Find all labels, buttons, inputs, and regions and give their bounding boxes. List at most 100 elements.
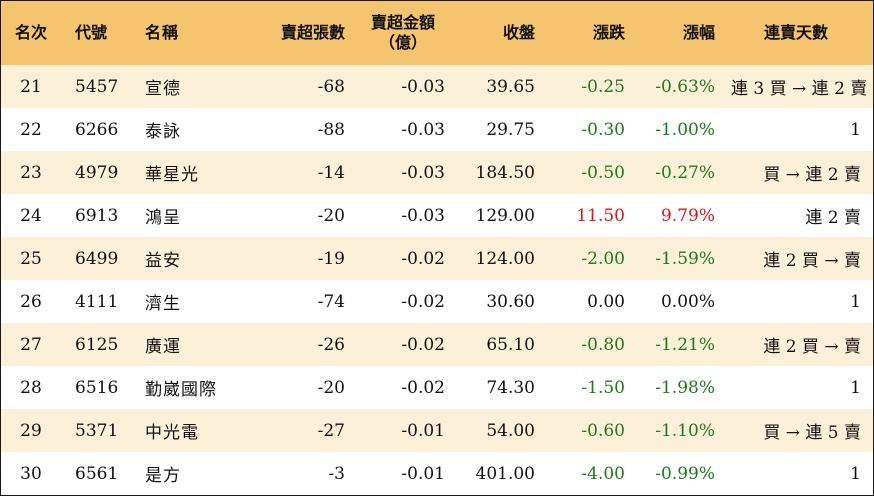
- cell-change-pct: -1.00%: [655, 119, 715, 140]
- cell-code: 4979: [75, 162, 119, 183]
- cell-net-sell-amount: -0.01: [401, 420, 445, 441]
- cell-streak: 1: [850, 377, 861, 398]
- cell-name: 益安: [145, 251, 181, 271]
- cell-streak: 1: [850, 119, 861, 140]
- header-row: 名次 代號 名稱 賣超張數 賣超金額 （億） 收盤 漲跌 漲幅 連賣天數: [1, 1, 873, 65]
- cell-code: 5371: [75, 420, 119, 441]
- header-rank: 名次: [14, 23, 47, 42]
- cell-close: 39.65: [486, 76, 535, 97]
- cell-net-sell-amount: -0.03: [401, 205, 445, 226]
- cell-change-pct: -0.63%: [655, 76, 715, 97]
- table-row: 26 4111 濟生 -74 -0.02 30.60 0.00 0.00% 1: [1, 280, 873, 323]
- cell-streak: 1: [850, 291, 861, 312]
- cell-close: 129.00: [475, 205, 535, 226]
- cell-net-sell-volume: -20: [317, 377, 345, 398]
- header-name: 名稱: [145, 23, 180, 42]
- cell-close: 54.00: [486, 420, 535, 441]
- cell-close: 74.30: [486, 377, 535, 398]
- cell-change-pct: 0.00%: [660, 291, 715, 312]
- cell-change: -0.50: [581, 162, 625, 183]
- cell-net-sell-amount: -0.01: [401, 463, 445, 484]
- cell-net-sell-volume: -14: [317, 162, 345, 183]
- table-row: 30 6561 是方 -3 -0.01 401.00 -4.00 -0.99% 1: [1, 452, 873, 495]
- cell-change: 11.50: [576, 205, 625, 226]
- cell-change: -0.25: [581, 76, 625, 97]
- cell-change: -0.30: [581, 119, 625, 140]
- cell-code: 6499: [75, 248, 119, 269]
- cell-net-sell-volume: -74: [317, 291, 345, 312]
- cell-rank: 28: [20, 377, 42, 398]
- cell-change-pct: -0.27%: [655, 162, 715, 183]
- header-net-sell-amount: 賣超金額 （億）: [353, 1, 453, 65]
- cell-name: 濟生: [145, 294, 181, 314]
- cell-change: -4.00: [581, 463, 625, 484]
- cell-change-pct: -0.99%: [655, 463, 715, 484]
- cell-rank: 29: [20, 420, 42, 441]
- table-row: 21 5457 宣德 -68 -0.03 39.65 -0.25 -0.63% 連 3 買 → …: [1, 65, 873, 108]
- cell-streak: 1: [850, 463, 861, 484]
- cell-net-sell-amount: -0.03: [401, 76, 445, 97]
- cell-net-sell-volume: -20: [317, 205, 345, 226]
- cell-streak: 連 2 買 → 賣: [763, 337, 861, 357]
- cell-net-sell-volume: -27: [317, 420, 345, 441]
- cell-code: 6516: [75, 377, 119, 398]
- cell-name: 是方: [145, 466, 181, 486]
- cell-rank: 23: [20, 162, 42, 183]
- cell-close: 184.50: [475, 162, 535, 183]
- cell-change-pct: -1.98%: [655, 377, 715, 398]
- cell-net-sell-volume: -88: [317, 119, 345, 140]
- cell-name: 泰詠: [145, 122, 181, 142]
- cell-net-sell-volume: -19: [317, 248, 345, 269]
- table-row: 25 6499 益安 -19 -0.02 124.00 -2.00 -1.59% 連 2 買 →…: [1, 237, 873, 280]
- header-streak: 連賣天數: [763, 23, 828, 42]
- table-row: 22 6266 泰詠 -88 -0.03 29.75 -0.30 -1.00% 1: [1, 108, 873, 151]
- cell-rank: 25: [20, 248, 42, 269]
- cell-net-sell-amount: -0.02: [401, 377, 445, 398]
- header-change-pct: 漲幅: [682, 23, 715, 42]
- cell-code: 6125: [75, 334, 119, 355]
- table-row: 24 6913 鴻呈 -20 -0.03 129.00 11.50 9.79% 連 2 賣: [1, 194, 873, 237]
- cell-rank: 22: [20, 119, 42, 140]
- header-net-sell-volume: 賣超張數: [280, 23, 345, 42]
- cell-change-pct: 9.79%: [660, 205, 715, 226]
- cell-streak: 買 → 連 5 賣: [763, 423, 861, 443]
- cell-net-sell-volume: -3: [328, 463, 345, 484]
- cell-net-sell-volume: -68: [317, 76, 345, 97]
- header-code: 代號: [75, 23, 108, 42]
- cell-change: -2.00: [581, 248, 625, 269]
- table-header: 名次 代號 名稱 賣超張數 賣超金額 （億） 收盤 漲跌 漲幅 連賣天數: [1, 1, 873, 65]
- cell-rank: 27: [20, 334, 42, 355]
- cell-code: 6913: [75, 205, 119, 226]
- cell-net-sell-amount: -0.02: [401, 248, 445, 269]
- cell-name: 華星光: [145, 165, 199, 185]
- cell-rank: 26: [20, 291, 42, 312]
- cell-close: 124.00: [475, 248, 535, 269]
- header-change: 漲跌: [592, 23, 625, 42]
- cell-change-pct: -1.10%: [655, 420, 715, 441]
- cell-streak: 買 → 連 2 賣: [763, 165, 861, 185]
- cell-code: 4111: [75, 291, 119, 312]
- cell-net-sell-volume: -26: [317, 334, 345, 355]
- cell-change-pct: -1.21%: [655, 334, 715, 355]
- cell-change: -0.60: [581, 420, 625, 441]
- cell-name: 宣德: [145, 79, 181, 99]
- cell-change: -1.50: [581, 377, 625, 398]
- table-body: 21 5457 宣德 -68 -0.03 39.65 -0.25 -0.63% 連 3 買 → …: [1, 65, 873, 495]
- cell-code: 6561: [75, 463, 119, 484]
- table-row: 28 6516 勤崴國際 -20 -0.02 74.30 -1.50 -1.98% 1: [1, 366, 873, 409]
- cell-code: 6266: [75, 119, 119, 140]
- cell-rank: 24: [20, 205, 42, 226]
- cell-net-sell-amount: -0.03: [401, 119, 445, 140]
- cell-streak: 連 3 買 → 連 2 賣: [731, 79, 868, 99]
- header-net-sell-amount-line1: 賣超金額: [370, 13, 435, 32]
- cell-name: 勤崴國際: [145, 380, 217, 400]
- cell-net-sell-amount: -0.02: [401, 291, 445, 312]
- table-row: 23 4979 華星光 -14 -0.03 184.50 -0.50 -0.27% 買 → 連 …: [1, 151, 873, 194]
- cell-close: 401.00: [475, 463, 535, 484]
- cell-streak: 連 2 賣: [805, 208, 861, 228]
- cell-name: 廣運: [145, 337, 181, 357]
- cell-net-sell-amount: -0.02: [401, 334, 445, 355]
- cell-close: 29.75: [486, 119, 535, 140]
